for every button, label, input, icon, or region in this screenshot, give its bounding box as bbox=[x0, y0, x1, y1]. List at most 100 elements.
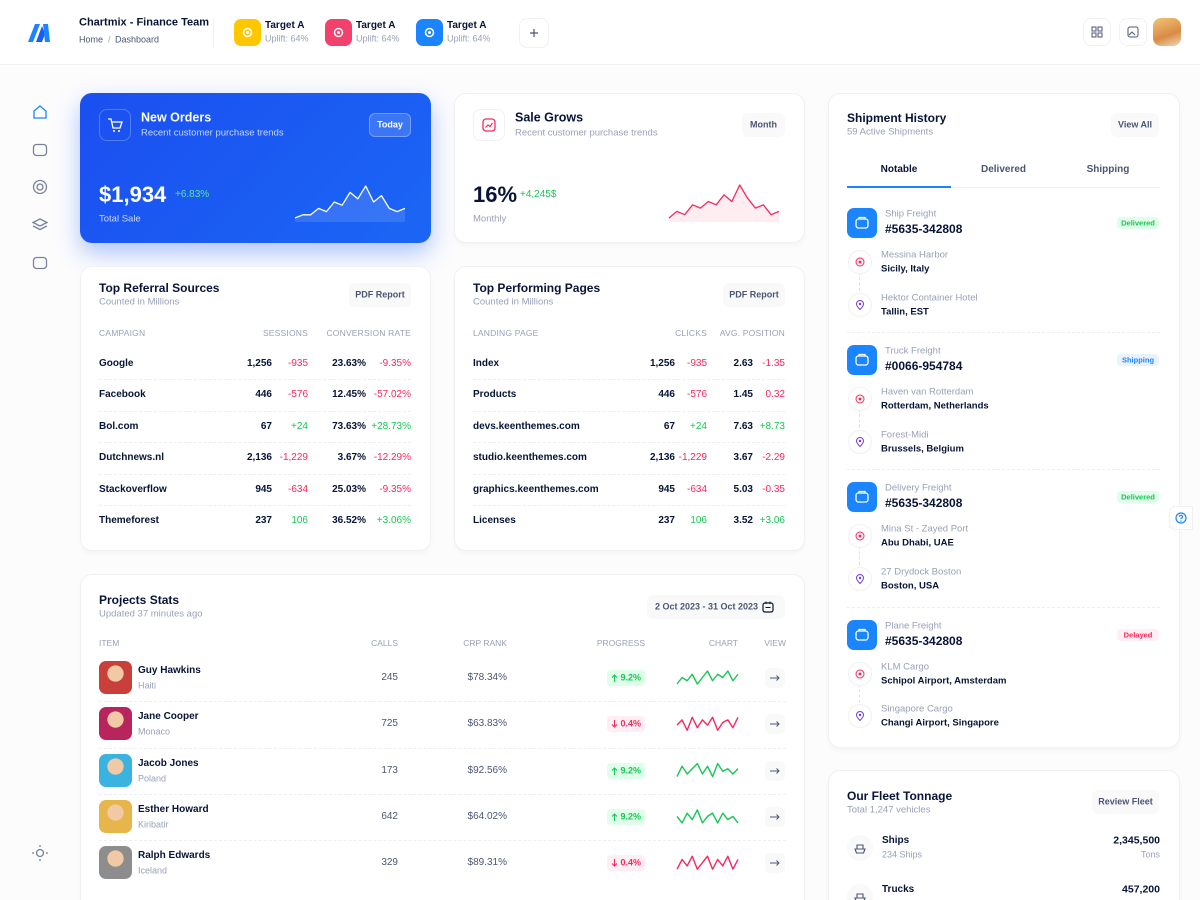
calls: 173 bbox=[381, 764, 398, 776]
stop-icon bbox=[848, 429, 872, 454]
icon-part bbox=[424, 27, 435, 38]
today-button[interactable] bbox=[369, 113, 411, 137]
row-value: 3.67 bbox=[733, 452, 753, 464]
row-value: 7.63 bbox=[733, 420, 753, 432]
review-fleet-button[interactable] bbox=[1092, 790, 1159, 814]
pdf-report-button-label[interactable]: PDF Report bbox=[729, 289, 779, 300]
status-badge bbox=[1117, 354, 1159, 367]
tab[interactable]: Delivered bbox=[980, 164, 1027, 175]
target-title[interactable]: Target A bbox=[447, 20, 487, 31]
brand: Chartmix - Finance Team bbox=[79, 16, 209, 29]
row-divider bbox=[99, 410, 411, 412]
column-header: CALLS bbox=[371, 637, 398, 648]
fleet-name: Trucks bbox=[882, 884, 915, 895]
column-header: SESSIONS bbox=[262, 327, 308, 338]
route-line bbox=[859, 272, 860, 296]
sidebar-icon[interactable] bbox=[32, 255, 48, 271]
fleet-detail: 234 Ships bbox=[882, 849, 923, 860]
freight-icon bbox=[847, 482, 877, 513]
breadcrumb-item[interactable]: Home bbox=[79, 34, 104, 45]
person-name[interactable]: Jane Cooper bbox=[138, 711, 199, 723]
person-name[interactable]: Jacob Jones bbox=[138, 757, 199, 769]
pdf-report-button[interactable] bbox=[349, 283, 411, 307]
image-glyph bbox=[1127, 26, 1139, 38]
icon-part bbox=[530, 29, 538, 37]
image-button[interactable] bbox=[1119, 18, 1147, 46]
stop-name: Haven van Rotterdam bbox=[881, 386, 974, 398]
row-change: +28.73% bbox=[371, 420, 411, 432]
sidebar-icon[interactable] bbox=[32, 845, 48, 861]
breadcrumb-separator: / bbox=[108, 34, 111, 45]
progress-arrow bbox=[611, 813, 618, 821]
row-change: -576 bbox=[686, 389, 707, 401]
view-arrow bbox=[770, 814, 780, 820]
sidebar-icon[interactable] bbox=[32, 217, 48, 233]
review-fleet-button-label[interactable]: Review Fleet bbox=[1098, 796, 1153, 807]
divider bbox=[213, 18, 214, 48]
item-divider bbox=[847, 606, 1160, 608]
row-divider bbox=[99, 840, 786, 842]
calls: 725 bbox=[381, 718, 398, 730]
stop-place: Brussels, Belgium bbox=[881, 442, 964, 454]
total-change: +6.83% bbox=[175, 189, 210, 200]
apps-button[interactable] bbox=[1083, 18, 1111, 46]
row-change: -9.35% bbox=[379, 358, 411, 369]
shipment-id[interactable]: #5635-342808 bbox=[885, 221, 963, 236]
row-value: 12.45% bbox=[332, 389, 366, 401]
person-name[interactable]: Ralph Edwards bbox=[138, 850, 211, 862]
tab[interactable]: Shipping bbox=[1086, 164, 1130, 175]
date-range-button[interactable] bbox=[647, 595, 785, 619]
row-divider bbox=[99, 379, 411, 381]
card-title: Projects Stats bbox=[99, 592, 180, 607]
row-change: +8.73 bbox=[759, 420, 785, 432]
avatar bbox=[99, 661, 132, 694]
total-label: Total Sale bbox=[99, 213, 141, 225]
view-all-button[interactable] bbox=[1111, 113, 1159, 137]
progress-badge bbox=[607, 670, 645, 686]
target-title[interactable]: Target A bbox=[265, 20, 305, 31]
icon-part bbox=[858, 216, 866, 219]
pdf-report-button[interactable] bbox=[723, 283, 785, 307]
target-title[interactable]: Target A bbox=[356, 20, 396, 31]
icon-part bbox=[858, 491, 866, 494]
today-button-label[interactable]: Today bbox=[377, 119, 403, 130]
fleet-unit: Tons bbox=[1140, 849, 1160, 860]
column-header: VIEW bbox=[764, 637, 786, 648]
month-button[interactable] bbox=[742, 113, 785, 137]
shipment-id[interactable]: #0066-954784 bbox=[885, 358, 963, 373]
stop-place: Abu Dhabi, UAE bbox=[881, 537, 954, 549]
icon-part bbox=[28, 24, 40, 42]
card-subtitle: Recent customer purchase trends bbox=[515, 127, 658, 139]
tabs-line bbox=[847, 187, 1160, 188]
row-divider bbox=[473, 379, 785, 381]
sidebar-icon[interactable] bbox=[32, 104, 48, 120]
person-name[interactable]: Esther Howard bbox=[138, 803, 209, 815]
stop-glyph bbox=[855, 573, 865, 584]
shipment-id[interactable]: #5635-342808 bbox=[885, 496, 963, 511]
row-name: Themeforest bbox=[99, 515, 160, 526]
logo bbox=[28, 24, 50, 42]
month-button-label[interactable]: Month bbox=[750, 119, 777, 130]
sidebar-icon[interactable] bbox=[32, 179, 48, 195]
tab[interactable]: Notable bbox=[880, 164, 918, 175]
progress: 0.4% bbox=[620, 718, 641, 729]
user-avatar[interactable] bbox=[1153, 18, 1181, 46]
progress-arrow bbox=[611, 674, 618, 682]
breadcrumb-item[interactable]: Dashboard bbox=[115, 34, 160, 45]
icon-part bbox=[762, 602, 774, 613]
sidebar-icon[interactable] bbox=[32, 142, 48, 158]
row-change: -9.35% bbox=[379, 483, 411, 495]
date-range[interactable]: 2 Oct 2023 - 31 Oct 2023 bbox=[655, 601, 759, 612]
shipment-id[interactable]: #5635-342808 bbox=[885, 633, 963, 648]
pdf-report-button-label[interactable]: PDF Report bbox=[355, 289, 405, 300]
icon-part bbox=[108, 118, 123, 129]
stop-name: 27 Drydock Boston bbox=[881, 566, 962, 578]
target-glyph bbox=[333, 27, 344, 38]
person-location: Poland bbox=[138, 773, 167, 784]
stop-glyph bbox=[855, 436, 865, 447]
icon-part bbox=[858, 354, 866, 357]
person-name[interactable]: Guy Hawkins bbox=[138, 665, 201, 676]
view-all-button-label[interactable]: View All bbox=[1117, 119, 1153, 130]
view-arrow bbox=[770, 675, 780, 681]
row-value: 945 bbox=[255, 483, 272, 495]
